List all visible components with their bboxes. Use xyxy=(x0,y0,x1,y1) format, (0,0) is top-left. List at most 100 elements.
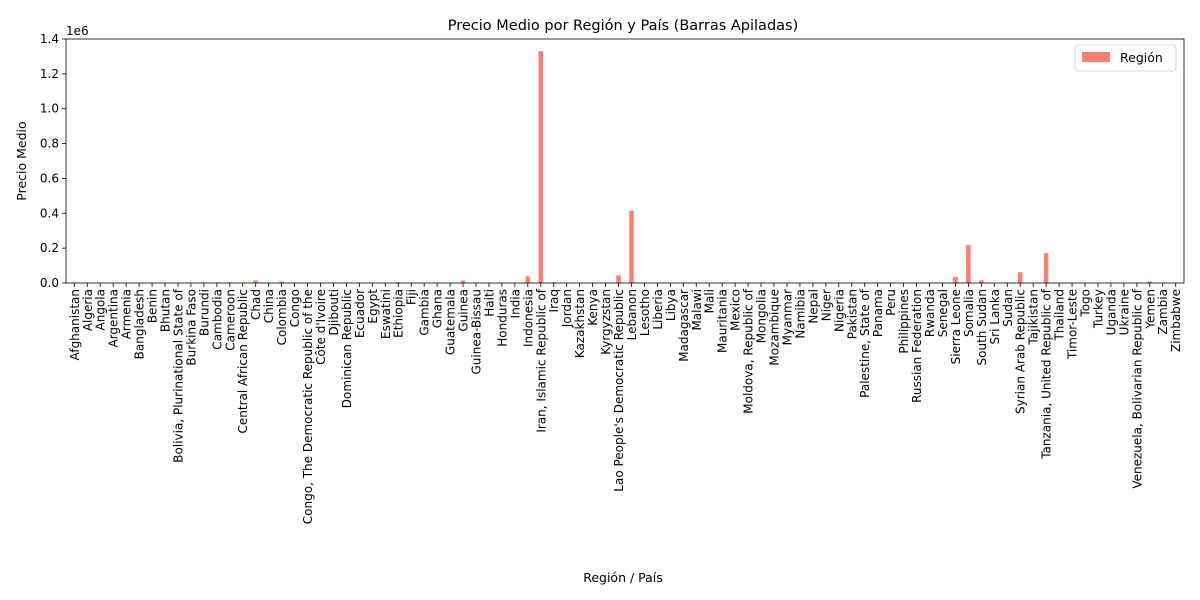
bar xyxy=(460,280,466,283)
x-tick-label: Guinea xyxy=(457,289,471,332)
x-tick-label: Lesotho xyxy=(638,289,652,336)
y-tick-label: 0.4 xyxy=(40,206,59,220)
x-tick-label: Yemen xyxy=(1143,289,1157,330)
bar xyxy=(279,281,284,283)
x-tick-label: Tanzania, United Republic of xyxy=(1040,288,1054,460)
x-tick-label: Moldova, Republic of xyxy=(742,288,756,414)
x-tick-label: Central African Republic xyxy=(236,289,250,433)
x-tick-label: Russian Federation xyxy=(910,289,924,403)
x-tick-label: Congo xyxy=(288,289,302,327)
x-tick-label: Bhutan xyxy=(159,289,173,332)
x-tick-label: Venezuela, Bolivarian Republic of xyxy=(1130,288,1144,488)
y-tick-label: 1.4 xyxy=(40,32,59,46)
bar xyxy=(1147,281,1153,283)
x-tick-label: Bangladesh xyxy=(133,289,147,359)
x-ticks: AfghanistanAlgeriaAngolaArgentinaArmenia… xyxy=(68,283,1183,524)
x-tick-label: Mozambique xyxy=(768,289,782,366)
y-tick-label: 0.6 xyxy=(40,171,59,185)
x-tick-label: Palestine, State of xyxy=(858,288,872,398)
x-tick-label: South Sudan xyxy=(975,289,989,366)
x-tick-label: Madagascar xyxy=(677,289,691,362)
x-tick-label: Angola xyxy=(94,289,108,330)
y-offset-label: 1e6 xyxy=(66,24,89,38)
x-tick-label: Syrian Arab Republic xyxy=(1014,289,1028,414)
x-tick-label: Fiji xyxy=(405,289,419,305)
x-tick-label: Jordan xyxy=(560,289,574,328)
x-tick-label: Lebanon xyxy=(625,289,639,340)
x-tick-label: Myanmar xyxy=(780,289,794,345)
x-tick-label: Namibia xyxy=(793,289,807,339)
x-tick-label: Iraq xyxy=(547,289,561,312)
bar xyxy=(1043,253,1049,283)
x-tick-label: Pakistan xyxy=(845,289,859,339)
x-tick-label: Chad xyxy=(249,289,263,320)
x-tick-label: Thailand xyxy=(1053,289,1067,342)
x-tick-label: Algeria xyxy=(81,289,95,331)
bar xyxy=(953,276,958,283)
x-tick-label: Mongolia xyxy=(755,289,769,343)
x-tick-label: Togo xyxy=(1078,289,1092,318)
x-tick-label: Kenya xyxy=(586,289,600,326)
x-tick-label: Djibouti xyxy=(327,289,341,336)
x-tick-label: Philippines xyxy=(897,289,911,354)
bar xyxy=(1017,272,1023,283)
x-tick-label: Haiti xyxy=(482,289,496,317)
y-ticks: 0.0 0.2 0.4 0.6 0.8 1.0 1.2 1.4 xyxy=(40,32,66,290)
x-tick-label: Mali xyxy=(703,289,717,313)
x-tick-label: Ecuador xyxy=(353,289,367,338)
x-tick-label: Senegal xyxy=(936,289,950,337)
bars xyxy=(72,51,1178,284)
x-tick-label: Lao People's Democratic Republic xyxy=(612,289,626,492)
x-tick-label: China xyxy=(262,289,276,323)
x-tick-label: Niger xyxy=(819,289,833,321)
x-tick-label: Zimbabwe xyxy=(1169,289,1183,352)
bar xyxy=(979,280,984,283)
x-tick-label: Kazakhstan xyxy=(573,289,587,358)
plot-frame xyxy=(65,38,1185,284)
x-tick-label: Dominican Republic xyxy=(340,289,354,408)
legend-label: Región xyxy=(1120,50,1163,65)
x-tick-label: Honduras xyxy=(495,289,509,347)
chart-title: Precio Medio por Región y País (Barras A… xyxy=(448,18,799,34)
x-tick-label: Burundi xyxy=(197,289,211,336)
x-tick-label: Ethiopia xyxy=(392,289,406,338)
x-tick-label: Liberia xyxy=(651,289,665,330)
x-tick-label: Nigeria xyxy=(832,289,846,332)
x-tick-label: Iran, Islamic Republic of xyxy=(534,288,548,432)
x-tick-label: Mauritania xyxy=(716,289,730,353)
x-tick-label: Afghanistan xyxy=(68,289,82,360)
x-tick-label: Ukraine xyxy=(1117,289,1131,335)
x-tick-label: Nepal xyxy=(806,289,820,324)
y-tick-label: 0.8 xyxy=(40,137,59,151)
x-tick-label: Burkina Faso xyxy=(184,289,198,366)
bar xyxy=(538,51,544,284)
bar xyxy=(395,282,401,283)
x-tick-label: Egypt xyxy=(366,289,380,324)
x-tick-label: Malawi xyxy=(690,289,704,331)
legend-swatch xyxy=(1082,52,1110,62)
y-axis-title: Precio Medio xyxy=(14,121,29,200)
bar xyxy=(525,276,531,283)
x-tick-label: Cameroon xyxy=(223,289,237,351)
x-tick-label: Colombia xyxy=(275,289,289,345)
x-tick-label: Armenia xyxy=(120,289,134,339)
x-tick-label: Guinea-Bissau xyxy=(469,289,483,375)
y-tick-label: 0.2 xyxy=(40,241,59,255)
x-tick-label: Argentina xyxy=(107,289,121,348)
x-tick-label: Guatemala xyxy=(444,289,458,355)
x-tick-label: Tajikistan xyxy=(1027,289,1041,346)
x-axis-title: Región / País xyxy=(583,570,663,585)
x-tick-label: Bolivia, Plurinational State of xyxy=(171,288,185,462)
x-tick-label: Sri Lanka xyxy=(988,289,1002,344)
x-tick-label: Gambia xyxy=(418,289,432,336)
x-tick-label: Uganda xyxy=(1104,289,1118,335)
x-tick-label: Côte d'Ivoire xyxy=(314,289,328,365)
x-tick-label: Peru xyxy=(884,289,898,316)
x-tick-label: Benin xyxy=(146,289,160,323)
bar xyxy=(253,280,258,283)
x-tick-label: Turkey xyxy=(1091,289,1105,329)
y-tick-label: 1.2 xyxy=(40,67,59,81)
y-tick-label: 0.0 xyxy=(40,276,59,290)
x-tick-label: Panama xyxy=(871,289,885,337)
